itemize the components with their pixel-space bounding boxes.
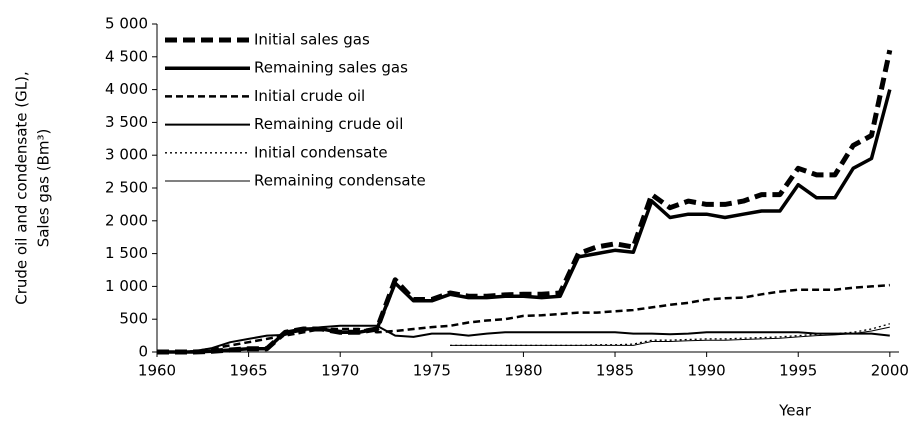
y-tick-label: 500 bbox=[119, 310, 148, 328]
y-tick-label: 4 500 bbox=[105, 47, 148, 65]
legend-label: Remaining sales gas bbox=[254, 59, 408, 77]
x-tick-label: 1985 bbox=[596, 362, 634, 380]
x-tick-label: 1960 bbox=[138, 362, 176, 380]
series-line bbox=[450, 323, 890, 347]
x-tick-label: 1980 bbox=[504, 362, 542, 380]
x-tick-label: 2000 bbox=[871, 362, 909, 380]
legend-label: Initial crude oil bbox=[254, 87, 365, 105]
y-tick-label: 2 500 bbox=[105, 179, 148, 197]
y-tick-label: 1 500 bbox=[105, 244, 148, 262]
y-tick-label: 0 bbox=[138, 343, 148, 361]
x-tick-label: 1990 bbox=[688, 362, 726, 380]
legend-label: Initial condensate bbox=[254, 143, 388, 161]
x-tick-label: 1970 bbox=[321, 362, 359, 380]
x-tick-label: 1995 bbox=[779, 362, 817, 380]
y-tick-label: 3 000 bbox=[105, 146, 148, 164]
x-axis-label: Year bbox=[778, 402, 812, 420]
y-tick-label: 4 000 bbox=[105, 80, 148, 98]
legend-label: Remaining condensate bbox=[254, 172, 426, 190]
y-tick-label: 2 000 bbox=[105, 211, 148, 229]
y-tick-label: 5 000 bbox=[105, 15, 148, 33]
y-tick-label: 3 500 bbox=[105, 113, 148, 131]
x-tick-label: 1965 bbox=[230, 362, 268, 380]
series-line bbox=[157, 324, 890, 353]
y-axis-label: Crude oil and condensate (GL), bbox=[13, 71, 31, 304]
series-line bbox=[450, 326, 890, 346]
legend-label: Initial sales gas bbox=[254, 31, 370, 49]
x-tick-label: 1975 bbox=[413, 362, 451, 380]
y-tick-label: 1 000 bbox=[105, 277, 148, 295]
series-line bbox=[157, 283, 890, 354]
legend-label: Remaining crude oil bbox=[254, 115, 403, 133]
y-axis-label: Sales gas (Bm³) bbox=[35, 129, 53, 248]
